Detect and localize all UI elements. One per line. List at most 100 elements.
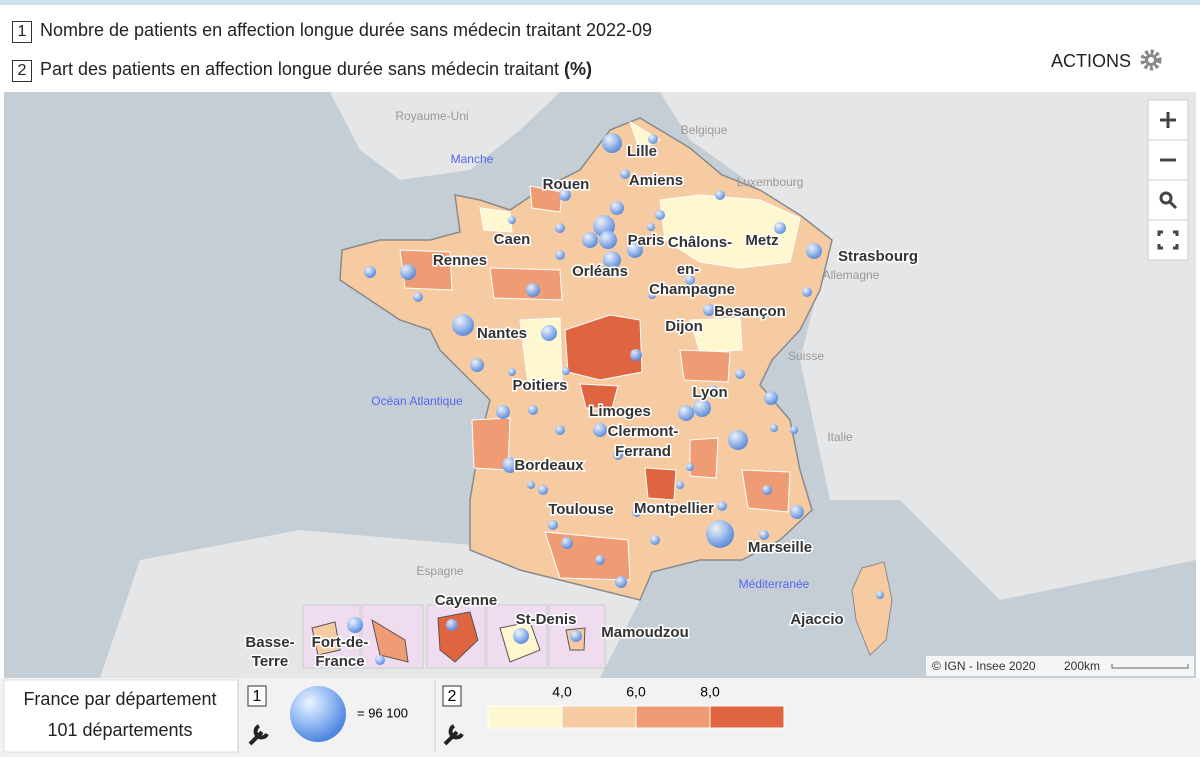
actions-label: ACTIONS	[1050, 51, 1131, 71]
country-label: Allemagne	[823, 268, 880, 282]
country-label: Suisse	[788, 349, 824, 363]
department	[689, 317, 743, 353]
bubble	[538, 485, 548, 495]
bubble	[599, 231, 617, 249]
department	[529, 185, 563, 213]
department	[679, 349, 731, 383]
bubble	[593, 423, 607, 437]
bubble	[708, 385, 718, 395]
bubble	[603, 251, 621, 269]
city-label: Orléans	[572, 263, 628, 280]
bubble	[527, 481, 535, 489]
city-label: Ferrand	[615, 443, 671, 460]
city-label: Montpellier	[634, 500, 714, 517]
city-label: Lille	[627, 143, 657, 160]
settings-icon[interactable]	[443, 724, 464, 746]
bubble	[570, 630, 582, 642]
city-label: Poitiers	[512, 377, 567, 394]
city-label: Cayenne	[435, 592, 498, 609]
city-label: Rouen	[543, 176, 590, 193]
bubble	[446, 619, 458, 631]
bubble	[595, 555, 605, 565]
bubble	[555, 223, 565, 233]
department	[644, 467, 677, 501]
bubble	[562, 367, 570, 375]
bubble	[528, 405, 538, 415]
city-label: Terre	[252, 653, 288, 670]
bubble	[602, 133, 622, 153]
bubble	[582, 232, 598, 248]
icon	[1159, 191, 1173, 205]
department	[579, 383, 619, 409]
bubble	[555, 250, 565, 260]
overseas-department	[371, 618, 409, 663]
bubble	[632, 507, 642, 517]
attribution: © IGN - Insee 2020	[932, 659, 1036, 673]
number-box	[442, 685, 462, 707]
bubble	[400, 264, 416, 280]
color-class	[561, 705, 637, 729]
fullscreen-button[interactable]	[1147, 219, 1189, 261]
actions-button[interactable]: ACTIONS	[1050, 45, 1162, 72]
break-label: 8,0	[700, 684, 720, 700]
gear-icon	[1140, 49, 1162, 71]
bubble	[706, 520, 734, 548]
search-button[interactable]	[1147, 179, 1189, 221]
bubble	[717, 501, 727, 511]
bubble	[693, 399, 711, 417]
overseas-department	[311, 621, 341, 656]
bubble	[513, 628, 529, 644]
bubble	[375, 655, 385, 665]
land	[330, 92, 560, 180]
bubble-label: = 96 100	[357, 705, 408, 720]
city-label: Toulouse	[548, 501, 614, 518]
bubble	[613, 450, 623, 460]
bubble	[364, 266, 376, 278]
city-label: France	[315, 653, 364, 670]
bubble	[615, 576, 627, 588]
department	[689, 437, 719, 479]
city-label: en-	[677, 261, 700, 278]
department	[489, 267, 563, 301]
bubble	[502, 457, 518, 473]
sea-label: Méditerranée	[739, 577, 810, 591]
settings-icon[interactable]	[248, 724, 269, 746]
land	[660, 92, 1196, 600]
bubble	[470, 358, 484, 372]
bubble	[508, 216, 516, 224]
bubble	[686, 463, 694, 471]
icon	[1160, 112, 1176, 162]
bubble	[555, 425, 565, 435]
city-label: Caen	[494, 231, 531, 248]
legend-cell	[3, 679, 239, 753]
city-label: Ajaccio	[790, 611, 843, 628]
country-label: Belgique	[681, 123, 728, 137]
header: 1 Nombre de patients en affection longue …	[0, 0, 1200, 92]
bubble	[347, 617, 363, 633]
break-label: 6,0	[626, 684, 646, 700]
bubble	[764, 391, 778, 405]
city-label: St-Denis	[516, 611, 577, 628]
indicator-label: Part des patients en affection longue du…	[40, 59, 560, 79]
bubble	[735, 369, 745, 379]
bubble	[759, 530, 769, 540]
bubble	[413, 292, 423, 302]
city-label: Lyon	[692, 384, 727, 401]
indicator-number: 2	[12, 60, 32, 82]
city-label: Nantes	[477, 325, 527, 342]
bubble	[876, 591, 884, 599]
city-label: Amiens	[629, 172, 683, 189]
bubble	[790, 426, 798, 434]
country-label: Luxembourg	[737, 175, 804, 189]
indicator: 1 Nombre de patients en affection longue …	[12, 20, 652, 43]
bubble	[627, 242, 643, 258]
corsica	[851, 561, 893, 656]
bubble	[620, 169, 630, 179]
count: 101 départements	[47, 720, 192, 740]
city-label: Marseille	[748, 539, 812, 556]
bubble	[559, 189, 571, 201]
bubble	[655, 210, 665, 220]
city-label: Bordeaux	[514, 457, 584, 474]
